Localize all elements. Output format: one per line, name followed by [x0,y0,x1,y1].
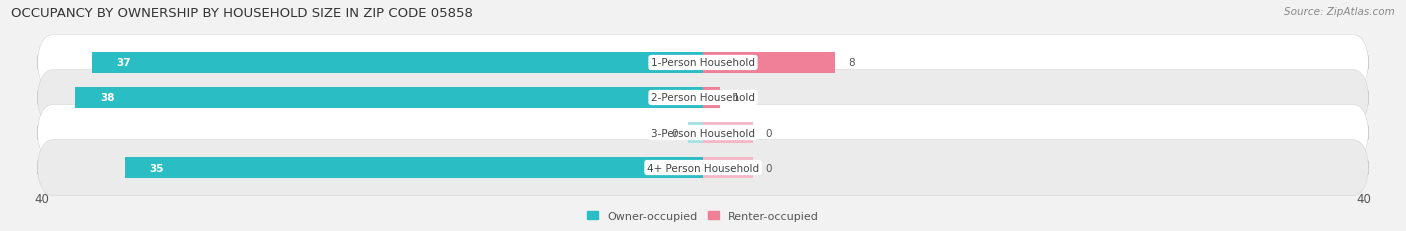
Text: 2-Person Household: 2-Person Household [651,93,755,103]
Text: 4+ Person Household: 4+ Person Household [647,163,759,173]
FancyBboxPatch shape [37,140,1369,196]
Bar [703,52,835,74]
Text: OCCUPANCY BY OWNERSHIP BY HOUSEHOLD SIZE IN ZIP CODE 05858: OCCUPANCY BY OWNERSHIP BY HOUSEHOLD SIZE… [11,7,474,20]
Text: 38: 38 [100,93,114,103]
Bar [703,87,720,109]
FancyBboxPatch shape [37,105,1369,161]
Text: 0: 0 [672,128,678,138]
Text: 35: 35 [149,163,165,173]
Text: 0: 0 [766,163,772,173]
Text: 8: 8 [848,58,855,68]
Text: 0: 0 [766,128,772,138]
FancyBboxPatch shape [37,70,1369,126]
Bar [75,87,703,109]
Bar [91,52,703,74]
Text: 37: 37 [117,58,131,68]
Bar [125,157,703,179]
Text: 1: 1 [733,93,740,103]
Bar [688,122,703,144]
Text: 1-Person Household: 1-Person Household [651,58,755,68]
Text: 3-Person Household: 3-Person Household [651,128,755,138]
Text: Source: ZipAtlas.com: Source: ZipAtlas.com [1284,7,1395,17]
FancyBboxPatch shape [37,35,1369,91]
Bar [703,122,752,144]
Bar [703,157,752,179]
Legend: Owner-occupied, Renter-occupied: Owner-occupied, Renter-occupied [582,206,824,225]
